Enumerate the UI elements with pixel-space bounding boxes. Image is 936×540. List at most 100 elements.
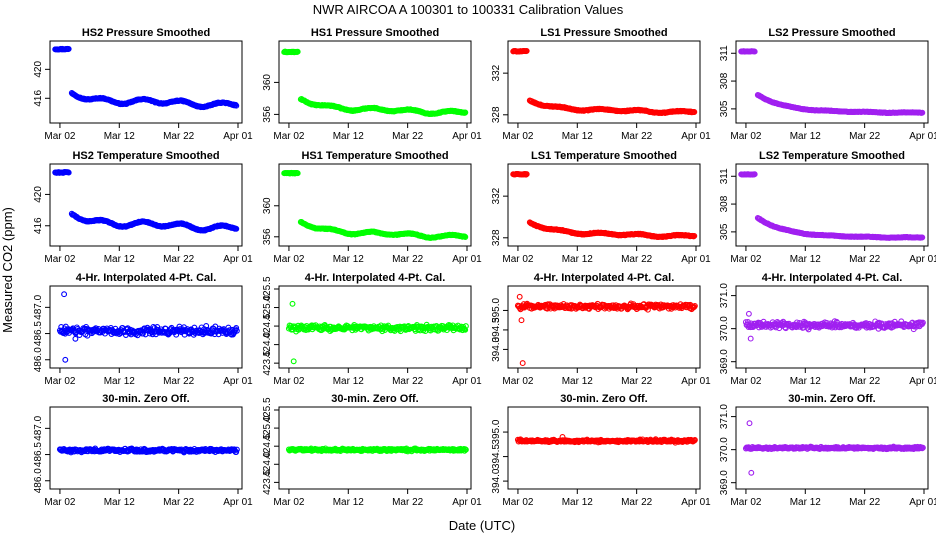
y-tick-label: 424.5: [262, 433, 273, 458]
y-tick-label: 360: [262, 197, 273, 214]
y-tick-label: 305: [719, 223, 730, 240]
data-point: [559, 434, 566, 440]
x-tick-label: Mar 02: [502, 376, 534, 387]
data-point: [233, 102, 240, 109]
panel-5: HS2 Temperature Smoothed Mar 02 Mar 12 Mar …: [33, 150, 253, 265]
data-point: [65, 45, 72, 52]
y-tick-label: 356: [262, 106, 273, 123]
panel-frame: [278, 285, 472, 369]
data-point: [233, 327, 240, 334]
data-points: [281, 48, 469, 118]
y-tick-label: 395.0: [491, 419, 502, 444]
y-tick-label: 423.5: [262, 350, 273, 375]
y-tick-label: 311: [719, 45, 730, 61]
data-point: [746, 420, 753, 427]
y-tick-label: 332: [491, 187, 502, 204]
panel-title: 30-min. Zero Off.: [560, 393, 647, 405]
data-point: [290, 358, 297, 365]
y-tick-label: 416: [33, 90, 44, 107]
x-tick-label: Apr 01: [681, 376, 711, 387]
data-point: [233, 446, 240, 453]
y-axis-label: Measured CO2 (ppm): [0, 207, 15, 333]
data-points: [510, 47, 698, 117]
panel-title: 4-Hr. Interpolated 4-Pt. Cal.: [534, 272, 675, 284]
panel-title: HS2 Temperature Smoothed: [72, 150, 219, 162]
x-tick-label: Mar 22: [849, 497, 881, 508]
panel-13: 30-min. Zero Off. Mar 02 Mar 12 Mar 22 Apr 0…: [33, 393, 253, 508]
panel-title: LS1 Pressure Smoothed: [540, 27, 667, 39]
y-tick-label: 328: [491, 106, 502, 123]
x-tick-label: Mar 22: [849, 131, 881, 142]
x-tick-label: Mar 12: [333, 131, 365, 142]
data-points: [510, 170, 698, 241]
data-point: [919, 444, 926, 451]
data-point: [751, 48, 758, 55]
panel-16: 30-min. Zero Off. Mar 02 Mar 12 Mar 22 Apr 0…: [719, 393, 936, 508]
y-tick-label: 332: [491, 64, 502, 81]
x-tick-label: Mar 02: [273, 376, 305, 387]
y-tick-label: 425.0: [262, 415, 273, 440]
panel-frame: [49, 406, 243, 490]
panel-11: 4-Hr. Interpolated 4-Pt. Cal. Mar 02 Mar 1…: [491, 272, 711, 387]
panel-title: HS2 Pressure Smoothed: [82, 27, 210, 39]
panel-title: 4-Hr. Interpolated 4-Pt. Cal.: [305, 272, 446, 284]
panel-frame: [507, 285, 701, 369]
x-tick-label: Apr 01: [909, 131, 936, 142]
x-tick-label: Apr 01: [909, 254, 936, 265]
y-tick-label: 371.0: [719, 404, 730, 429]
panel-frame: [735, 406, 929, 490]
x-tick-label: Mar 02: [273, 497, 305, 508]
data-point: [691, 109, 698, 115]
panel-12: 4-Hr. Interpolated 4-Pt. Cal. Mar 02 Mar 1…: [719, 272, 936, 387]
panel-8: LS2 Temperature Smoothed Mar 02 Mar 12 Mar …: [719, 150, 936, 265]
data-point: [165, 331, 172, 338]
x-tick-label: Mar 22: [163, 131, 195, 142]
data-point: [745, 310, 752, 317]
x-tick-label: Mar 22: [621, 254, 653, 265]
panel-frame: [49, 163, 243, 247]
x-tick-label: Mar 22: [849, 376, 881, 387]
y-tick-label: 371.0: [719, 283, 730, 308]
data-points: [738, 48, 926, 117]
panel-title: 30-min. Zero Off.: [331, 393, 418, 405]
x-tick-label: Apr 01: [223, 131, 253, 142]
x-tick-label: Mar 02: [730, 376, 762, 387]
y-tick-label: 487.0: [33, 415, 44, 440]
y-tick-label: 487.0: [33, 294, 44, 319]
panel-7: LS1 Temperature Smoothed Mar 02 Mar 12 Mar …: [491, 150, 711, 265]
x-tick-label: Mar 22: [849, 254, 881, 265]
panel-frame: [507, 40, 701, 124]
x-tick-label: Mar 12: [790, 131, 822, 142]
panel-frame: [735, 163, 929, 247]
y-tick-label: 308: [719, 195, 730, 212]
x-tick-label: Mar 12: [104, 376, 136, 387]
x-tick-label: Mar 02: [502, 131, 534, 142]
x-tick-label: Apr 01: [452, 376, 482, 387]
panel-frame: [278, 406, 472, 490]
panel-frame: [735, 285, 929, 369]
data-point: [691, 437, 698, 444]
data-points: [56, 291, 240, 363]
y-tick-label: 423.5: [262, 469, 273, 494]
data-point: [462, 234, 469, 240]
x-tick-label: Mar 22: [392, 497, 424, 508]
x-tick-label: Mar 12: [790, 376, 822, 387]
data-point: [919, 109, 926, 116]
x-tick-label: Mar 02: [502, 497, 534, 508]
x-tick-label: Mar 22: [621, 497, 653, 508]
y-tick-label: 420: [33, 186, 44, 203]
panel-title: 30-min. Zero Off.: [788, 393, 875, 405]
x-tick-label: Mar 02: [44, 497, 76, 508]
x-tick-label: Mar 02: [44, 376, 76, 387]
x-tick-label: Apr 01: [452, 254, 482, 265]
data-point: [523, 171, 530, 178]
data-point: [691, 232, 698, 239]
data-point: [747, 335, 754, 342]
panel-title: HS1 Pressure Smoothed: [311, 27, 439, 39]
x-tick-label: Apr 01: [681, 497, 711, 508]
y-tick-label: 369.0: [719, 349, 730, 374]
x-tick-label: Mar 02: [44, 254, 76, 265]
figure-title: NWR AIRCOA A 100301 to 100331 Calibratio…: [313, 2, 624, 17]
y-tick-label: 370.0: [719, 437, 730, 462]
